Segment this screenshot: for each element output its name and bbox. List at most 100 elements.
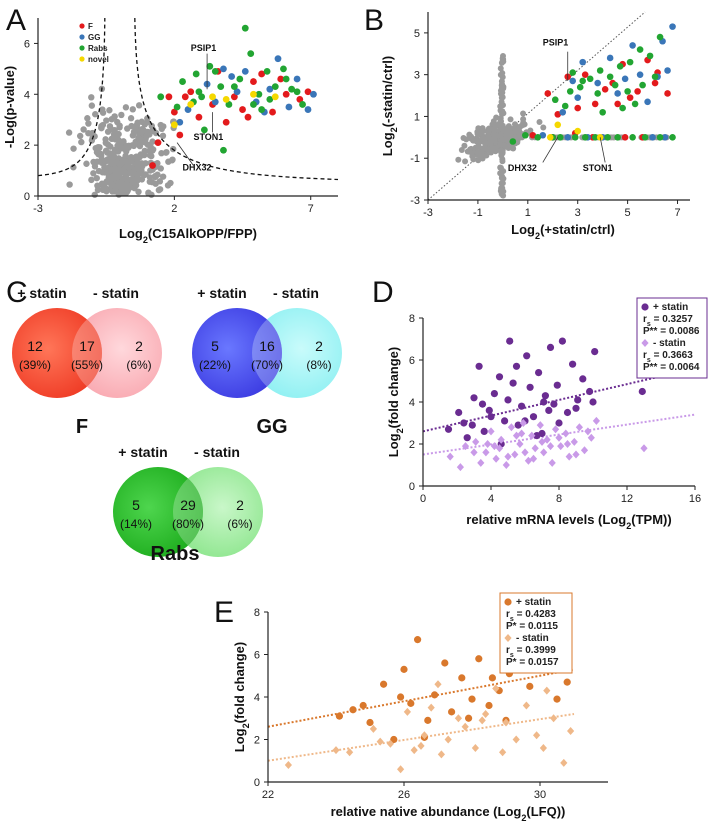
data-point-gg [629, 42, 636, 49]
background-point [511, 121, 518, 128]
legend-marker [504, 634, 512, 642]
data-point-gg [176, 118, 184, 126]
data-point-minus-statin [456, 463, 464, 472]
background-point [496, 121, 503, 128]
background-point [536, 118, 543, 125]
data-point-rabs [576, 83, 584, 91]
background-point [101, 186, 108, 193]
data-point-plus-statin [579, 375, 587, 383]
data-point-rabs [651, 73, 659, 81]
background-point [125, 142, 132, 150]
y-tick-label: -3 [410, 195, 420, 207]
data-point-plus-statin [509, 379, 517, 387]
data-point-rabs [263, 68, 271, 75]
data-point-minus-statin [550, 714, 558, 723]
data-point-minus-statin [555, 433, 563, 442]
data-point-minus-statin [346, 748, 354, 757]
background-point [106, 107, 113, 114]
venn-circle-plus [12, 308, 102, 398]
data-point-plus-statin [485, 406, 493, 414]
data-point-novel [574, 127, 582, 135]
legend-marker-f [79, 23, 85, 29]
background-point [111, 188, 118, 195]
data-point-rabs [293, 88, 301, 96]
data-point-plus-statin [553, 381, 561, 389]
background-point [66, 181, 73, 188]
data-point-minus-statin [533, 731, 541, 740]
annotation-ston1: STON1 [583, 163, 613, 173]
data-point-f [601, 85, 609, 93]
data-point-rabs [626, 58, 634, 66]
y-axis-title: -Log(p-value) [2, 66, 17, 148]
x-tick-label: 16 [689, 493, 701, 505]
data-point-f [181, 93, 189, 101]
background-point [123, 175, 130, 182]
data-point-rabs [225, 101, 233, 108]
data-point-f [574, 104, 582, 112]
background-point [90, 170, 97, 177]
panel-letter-e: E [214, 596, 234, 629]
background-point [458, 147, 465, 154]
data-point-plus-statin [529, 413, 538, 421]
venn-minus-only-count: 2 [315, 338, 323, 354]
x-tick-label: 1 [525, 207, 531, 219]
background-point [482, 141, 489, 148]
data-point-gg [574, 94, 582, 101]
background-point [88, 94, 95, 101]
background-point [157, 121, 164, 129]
background-point [516, 134, 523, 141]
data-point-plus-statin [349, 706, 357, 714]
data-point-novel [554, 121, 562, 129]
data-point-rabs [299, 101, 306, 108]
venn-f: + statin - statin 12 (39%) 17 (55%) 2 (6%) F [12, 285, 162, 438]
data-point-novel [546, 134, 554, 141]
background-point [499, 94, 506, 101]
data-point-f [165, 93, 173, 101]
data-point-minus-statin [572, 450, 580, 459]
data-point-gg [233, 88, 241, 96]
data-point-minus-statin [446, 452, 454, 461]
data-point-rabs [594, 90, 601, 97]
x-tick-label: 3 [575, 207, 581, 219]
data-point-gg [621, 75, 629, 83]
data-point-gg [228, 73, 236, 80]
data-point-f [195, 113, 203, 121]
venn-set-label: F [76, 416, 88, 438]
data-point-rabs [192, 70, 200, 78]
data-point-rabs [631, 100, 639, 108]
data-point-plus-statin [589, 398, 597, 406]
data-point-minus-statin [332, 746, 340, 755]
background-point [126, 183, 134, 191]
data-point-f [269, 108, 276, 116]
data-point-minus-statin [502, 461, 510, 469]
data-point-plus-statin [526, 682, 534, 690]
y-tick-label: 8 [409, 313, 415, 325]
data-point-plus-statin [441, 659, 449, 667]
data-point-rabs [566, 88, 574, 95]
data-point-gg [266, 85, 274, 93]
background-point [497, 65, 504, 72]
background-point [91, 163, 99, 170]
legend-marker [504, 598, 512, 606]
data-point-gg [184, 106, 192, 113]
venn-overlap-pct: (80%) [172, 517, 204, 531]
data-point-plus-statin [465, 714, 473, 722]
data-point-plus-statin [424, 716, 432, 724]
data-point-plus-statin [569, 360, 577, 368]
background-point [80, 126, 87, 133]
background-point [135, 102, 143, 109]
data-point-rabs [569, 69, 577, 76]
background-point [498, 191, 505, 198]
data-point-plus-statin [563, 678, 571, 686]
panel-letter-a: A [6, 4, 26, 37]
background-point [500, 136, 507, 143]
data-point-minus-statin [518, 429, 526, 438]
data-point-f [581, 71, 589, 78]
venn-circle-plus [113, 467, 203, 557]
background-point [510, 145, 517, 152]
data-point-plus-statin [501, 417, 509, 425]
data-point-plus-statin [545, 406, 553, 414]
data-point-rabs [619, 104, 626, 112]
data-point-plus-statin [591, 348, 599, 356]
